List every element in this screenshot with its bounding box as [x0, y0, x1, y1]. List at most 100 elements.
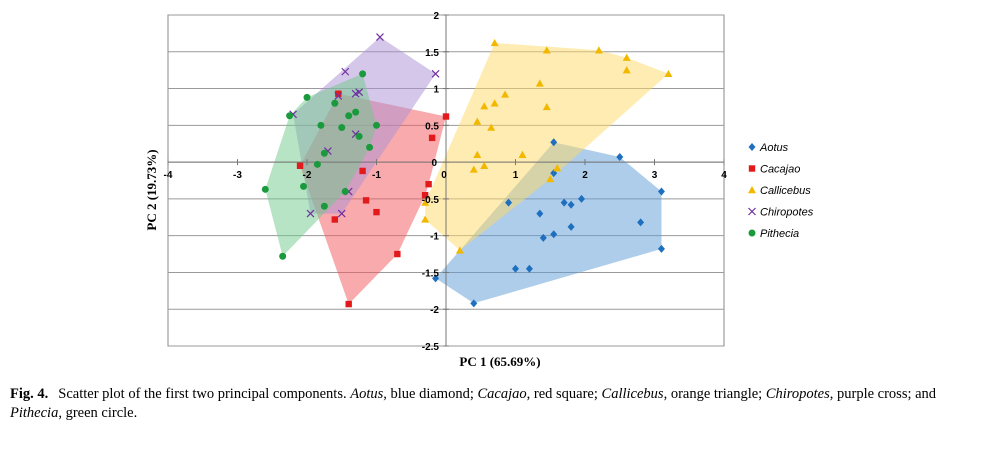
caption-text: , orange triangle;	[663, 386, 763, 402]
figure-caption: Fig. 4. Scatter plot of the first two pri…	[10, 385, 970, 423]
x-tick-label: 1	[513, 170, 519, 181]
point-callicebus	[622, 66, 631, 74]
point-aotus	[657, 187, 665, 196]
point-cacajao	[331, 216, 338, 223]
point-chiropotes	[337, 209, 346, 218]
point-cacajao	[425, 180, 432, 188]
point-callicebus	[518, 150, 527, 158]
x-tick-label: -2	[303, 170, 312, 181]
point-pithecia	[355, 132, 363, 140]
point-cacajao	[359, 167, 366, 175]
point-callicebus	[664, 69, 673, 78]
point-aotus	[525, 264, 533, 273]
point-aotus	[505, 198, 513, 207]
point-pithecia	[359, 70, 367, 78]
point-pithecia	[279, 252, 287, 260]
point-callicebus	[455, 246, 464, 254]
point-aotus	[567, 222, 575, 231]
point-aotus	[512, 264, 519, 273]
point-callicebus	[469, 165, 478, 173]
point-callicebus	[480, 102, 489, 110]
point-cacajao	[335, 90, 342, 97]
point-chiropotes	[334, 91, 343, 100]
caption-text: , green circle.	[58, 405, 138, 421]
point-cacajao	[428, 134, 436, 142]
hull-callicebus	[425, 43, 669, 251]
hull-pithecia	[265, 73, 377, 257]
point-callicebus	[421, 198, 430, 206]
x-tick-label: 3	[652, 170, 658, 181]
point-pithecia	[338, 124, 346, 132]
point-aotus	[432, 274, 440, 283]
point-cacajao	[442, 113, 450, 120]
legend-marker-callicebus	[748, 186, 756, 194]
x-tick-label: -1	[372, 170, 381, 181]
y-tick-label: 2	[433, 11, 439, 22]
point-cacajao	[345, 300, 352, 308]
point-pithecia	[320, 149, 328, 157]
point-cacajao	[421, 192, 429, 199]
point-callicebus	[501, 90, 510, 98]
y-tick-label: -1.5	[422, 268, 440, 279]
point-aotus	[550, 138, 558, 147]
y-tick-label: 0	[431, 158, 437, 169]
x-tick-label: -3	[233, 170, 242, 181]
x-tick-label: 2	[582, 170, 588, 181]
point-pithecia	[366, 143, 374, 151]
caption-text: , blue diamond;	[383, 386, 474, 402]
caption-taxon-aotus: Aotus	[350, 386, 384, 402]
point-cacajao	[362, 197, 370, 204]
point-pithecia	[313, 160, 321, 168]
point-pithecia	[286, 112, 294, 120]
y-axis-title: PC 2 (19.73%)	[144, 149, 159, 230]
legend-marker-cacajao	[748, 165, 756, 172]
legend-marker-aotus	[748, 143, 756, 151]
point-pithecia	[341, 188, 349, 196]
caption-text: Scatter plot of the first two principal …	[58, 386, 347, 402]
y-tick-label: 1.5	[425, 48, 439, 59]
point-callicebus	[487, 123, 496, 131]
point-callicebus	[542, 102, 551, 111]
legend-label-pithecia: Pithecia	[760, 228, 799, 240]
point-callicebus	[535, 79, 544, 87]
point-callicebus	[490, 38, 499, 47]
point-callicebus	[480, 161, 489, 169]
point-chiropotes	[431, 69, 440, 78]
point-cacajao	[394, 250, 401, 258]
x-tick-label: 0	[441, 170, 447, 181]
caption-text: , purple cross; and	[829, 386, 937, 402]
point-pithecia	[261, 185, 269, 193]
point-pithecia	[331, 99, 339, 107]
point-pithecia	[317, 121, 325, 129]
y-tick-label: 0.5	[425, 121, 439, 132]
legend-label-cacajao: Cacajao	[760, 164, 800, 176]
point-aotus	[550, 230, 558, 239]
point-pithecia	[352, 108, 360, 116]
point-cacajao	[373, 208, 380, 216]
point-aotus	[560, 198, 568, 207]
legend-label-chiropotes: Chiropotes	[760, 207, 814, 219]
y-tick-label: -2	[430, 305, 439, 316]
axes	[167, 14, 725, 347]
point-callicebus	[473, 117, 482, 125]
point-callicebus	[473, 150, 482, 158]
point-cacajao	[296, 162, 304, 169]
caption-taxon-pithecia: Pithecia	[10, 405, 59, 421]
point-pithecia	[345, 112, 353, 120]
convex-hulls	[265, 37, 669, 305]
point-callicebus	[490, 99, 499, 107]
hull-aotus	[435, 142, 662, 304]
point-pithecia	[373, 121, 380, 129]
legend-marker-chiropotes	[748, 207, 756, 216]
point-callicebus	[594, 46, 603, 54]
legend-marker-pithecia	[748, 229, 756, 237]
legend-label-aotus: Aotus	[759, 142, 789, 154]
y-tick-label: -0.5	[422, 195, 440, 206]
caption-taxon-cacajao: Cacajao	[477, 386, 527, 402]
y-tick-label: 1	[433, 85, 439, 96]
point-aotus	[536, 209, 544, 218]
x-tick-label: 4	[721, 170, 727, 181]
tick-labels: -4 -3 -2 -1 0 1 2 3 4 2 1.5 1 0.5 -0.5 -1 -1.5 -2 -2.5 0	[164, 11, 728, 353]
legend: Aotus Cacajao Callicebus Chiropotes Pithecia	[748, 142, 814, 240]
data-points	[261, 33, 673, 308]
